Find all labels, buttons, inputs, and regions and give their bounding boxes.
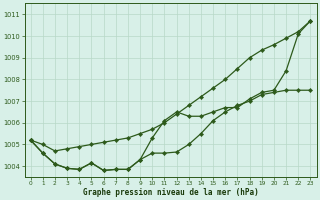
X-axis label: Graphe pression niveau de la mer (hPa): Graphe pression niveau de la mer (hPa) — [83, 188, 258, 197]
